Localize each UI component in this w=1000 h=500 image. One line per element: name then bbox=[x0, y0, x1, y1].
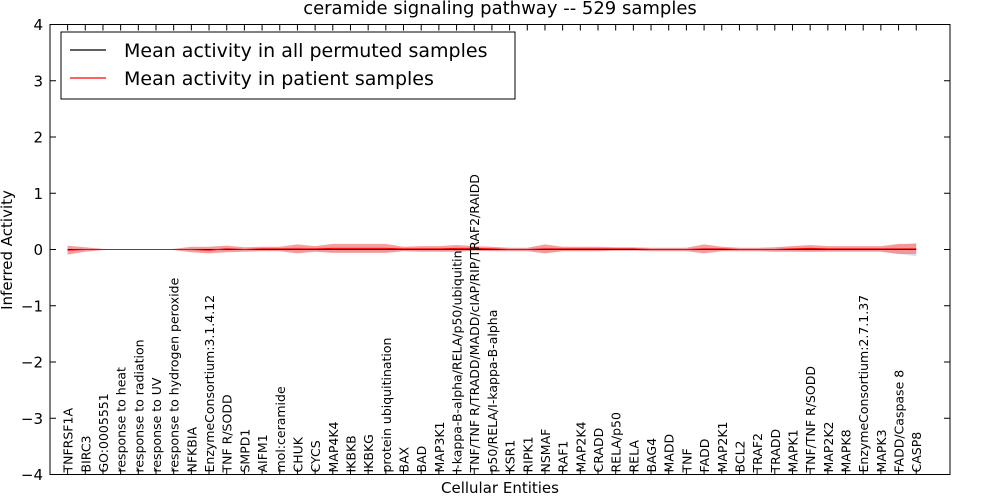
legend: Mean activity in all permuted samples Me… bbox=[60, 31, 516, 100]
x-tick-label: RELA bbox=[626, 440, 641, 473]
series-lines bbox=[67, 247, 917, 251]
y-tick-label: −2 bbox=[21, 354, 43, 372]
x-tick-label: TNF bbox=[679, 448, 694, 473]
y-tick-label: −1 bbox=[21, 297, 43, 315]
y-tick-label: 1 bbox=[33, 185, 43, 203]
x-tick-label: BAG4 bbox=[644, 438, 659, 473]
x-tick-label: FADD/Caspase 8 bbox=[892, 370, 907, 473]
x-tick-label: MAPK3 bbox=[874, 429, 889, 472]
x-tick-label: CASP8 bbox=[909, 432, 924, 473]
x-tick-label: TNF/TNF R/SODD bbox=[803, 366, 818, 473]
chart-title: ceramide signaling pathway -- 529 sample… bbox=[303, 0, 697, 19]
x-tick-label: BCL2 bbox=[732, 440, 747, 472]
x-tick-label: CHUK bbox=[290, 436, 305, 472]
x-tick-label: MAPK8 bbox=[839, 429, 854, 472]
y-tick-label: −4 bbox=[21, 466, 43, 484]
y-tick-label: 3 bbox=[33, 72, 43, 90]
y-tick-label: 4 bbox=[33, 16, 43, 34]
y-tick-label: 0 bbox=[33, 241, 43, 259]
x-tick-label: CYCS bbox=[308, 440, 323, 472]
plot-frame bbox=[49, 24, 951, 475]
x-tick-label: TRAF2 bbox=[750, 433, 765, 474]
x-tick-label: mol:ceramide bbox=[273, 386, 288, 472]
legend-box bbox=[60, 31, 516, 100]
x-tick-label: NSMAF bbox=[538, 429, 553, 473]
x-tick-label: response to heat bbox=[114, 367, 129, 473]
y-axis-label: Inferred Activity bbox=[0, 190, 16, 310]
x-tick-label: response to radiation bbox=[131, 339, 146, 472]
legend-label-patient: Mean activity in patient samples bbox=[124, 68, 434, 90]
x-tick-label: SMPD1 bbox=[237, 429, 252, 473]
x-tick-label: MAP3K1 bbox=[432, 422, 447, 473]
x-tick-label: NFKBIA bbox=[184, 427, 199, 473]
x-tick-label: AIFM1 bbox=[255, 434, 270, 472]
x-tick-label: protein ubiquitination bbox=[379, 338, 394, 473]
x-axis-label: Cellular Entities bbox=[441, 479, 559, 497]
x-tick-label: GO:0005551 bbox=[96, 393, 111, 472]
x-tick-label: CRADD bbox=[591, 428, 606, 473]
x-tick-label: TRADD bbox=[768, 429, 783, 474]
x-tick-label: BIRC3 bbox=[78, 435, 93, 472]
x-tick-label: RELA/p50 bbox=[609, 412, 624, 472]
x-tick-label: BAX bbox=[397, 446, 412, 472]
x-tick-label: RAF1 bbox=[556, 441, 571, 473]
x-tick-label: I-kappa-B-alpha/RELA/p50/ubiquitin bbox=[450, 250, 465, 472]
x-tick-label: TNFRSF1A bbox=[61, 408, 76, 474]
x-tick-label: MADD bbox=[662, 434, 677, 473]
x-axis-ticks: TNFRSF1A BIRC3 GO:0005551 response to heat r… bbox=[61, 24, 924, 475]
x-tick-label: TNF R/SODD bbox=[220, 394, 235, 473]
x-tick-label: IKBKB bbox=[344, 435, 359, 472]
line-patient bbox=[67, 247, 917, 251]
x-tick-label: EnzymeConsortium:3.1.4.12 bbox=[202, 295, 217, 473]
x-tick-label: BAD bbox=[414, 446, 429, 473]
y-axis-ticks: −4 −3 −2 −1 0 1 2 3 4 bbox=[21, 16, 950, 484]
x-tick-label: KSR1 bbox=[503, 440, 518, 473]
x-tick-label: MAP2K2 bbox=[821, 422, 836, 473]
x-tick-label: response to UV bbox=[149, 377, 164, 472]
x-tick-label: MAPK1 bbox=[786, 429, 801, 472]
y-tick-label: 2 bbox=[33, 129, 43, 147]
x-tick-label: response to hydrogen peroxide bbox=[167, 277, 182, 472]
x-tick-label: MAP4K4 bbox=[326, 421, 341, 472]
x-tick-label: MAP2K4 bbox=[573, 421, 588, 472]
x-tick-label: IKBKG bbox=[361, 434, 376, 472]
x-tick-label: p50/RELA/I-kappa-B-alpha bbox=[485, 310, 500, 473]
x-tick-label: EnzymeConsortium:2.7.1.37 bbox=[856, 295, 871, 473]
x-tick-label: RIPK1 bbox=[520, 436, 535, 472]
x-tick-label: TNF/TNF R/TRADD/MADD/cIAP/RIP/TRAF2/RAID… bbox=[467, 174, 482, 473]
x-tick-label: FADD bbox=[697, 439, 712, 473]
legend-label-permuted: Mean activity in all permuted samples bbox=[124, 40, 487, 62]
x-tick-label: MAP2K1 bbox=[715, 422, 730, 473]
y-tick-label: −3 bbox=[21, 410, 43, 428]
